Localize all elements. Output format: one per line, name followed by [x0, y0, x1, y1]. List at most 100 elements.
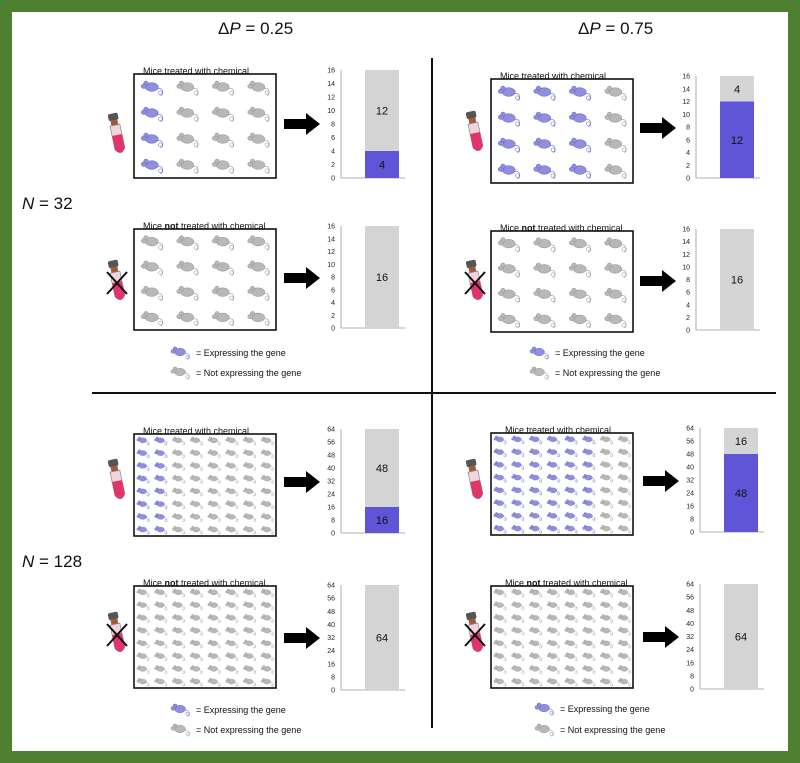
mouse-head [493, 437, 497, 441]
y-tick-label: 56 [686, 439, 694, 446]
mouse-head [260, 451, 265, 455]
mouse-icon [247, 106, 270, 122]
mouse-tail-loop [621, 322, 627, 328]
mouse-tail [270, 453, 274, 459]
mouse-head [604, 114, 611, 120]
mouse-tail-loop [264, 320, 270, 326]
mouse-tail [217, 643, 221, 649]
mouse-head [207, 527, 211, 531]
mouse-tail-loop [521, 645, 524, 648]
y-tick-label: 16 [686, 660, 694, 667]
mouse-head [136, 476, 140, 480]
panel-label-treated: Mice treated with chemical [500, 71, 607, 81]
mouse-head [569, 88, 575, 94]
mouse-tail [627, 439, 631, 445]
mouse-head [154, 515, 158, 518]
mouse-icon [260, 436, 274, 446]
mouse-head [172, 502, 176, 506]
mouse-head [154, 502, 158, 506]
mouse-head [529, 616, 533, 619]
mouse-icon [225, 436, 239, 446]
mouse-tail-loop [574, 645, 578, 648]
mouse-tail-loop [193, 295, 199, 301]
mouse-tail [192, 140, 199, 148]
mouse-icon [604, 313, 627, 329]
mouse-tail [591, 452, 596, 458]
mouse-head [243, 489, 247, 493]
mouse-tail-loop [539, 607, 542, 610]
mouse-head [511, 463, 515, 466]
mouse-icon [154, 475, 168, 484]
y-tick-label: 6 [331, 135, 335, 142]
mouse-icon [172, 588, 185, 598]
mouse-tail-loop [270, 493, 274, 496]
mouse-tail-loop [229, 320, 234, 326]
dropper-icon [465, 110, 484, 151]
mouse-tail-loop [503, 454, 507, 457]
mouse-tail-loop [610, 658, 613, 661]
mouse-icon [600, 435, 613, 445]
mouse-head [225, 679, 229, 683]
panel-label-not-treated: Mice not treated with chemical [143, 578, 266, 588]
mouse-tail-loop [229, 270, 234, 275]
mouse-tail-loop [610, 441, 613, 444]
mouse-icon [529, 512, 542, 522]
mouse-head [176, 135, 183, 141]
mouse-icon [546, 486, 560, 496]
mouse-head [582, 501, 586, 505]
mouse-tail-loop [550, 147, 556, 152]
mouse-head [617, 679, 622, 683]
mouse-icon [511, 678, 525, 687]
mouse-icon [243, 487, 256, 497]
mouse-head [176, 263, 183, 269]
y-tick-label: 0 [686, 328, 690, 335]
mouse-icon [225, 601, 239, 611]
mouse-icon [207, 462, 221, 472]
mouse-tail [181, 453, 185, 459]
mouse-tail [199, 631, 203, 636]
mouse-tail [543, 372, 549, 380]
dropper-liquid [112, 479, 125, 499]
mouse-tail [627, 452, 631, 458]
bar-segment-expressing [365, 507, 399, 533]
mouse-icon [604, 85, 627, 101]
mouse-head [511, 488, 515, 492]
mouse-tail-loop [270, 619, 274, 623]
mouse-head [136, 515, 140, 518]
mouse-icon [533, 137, 556, 153]
mouse-tail-loop [264, 245, 270, 250]
mouse-icon [189, 652, 203, 662]
mouse-head [569, 140, 575, 146]
mouse-tail-loop [146, 442, 150, 445]
mouse-head [582, 488, 586, 492]
mouse-tail [549, 93, 556, 101]
mouse-tail-loop [146, 670, 150, 674]
mouse-tail [263, 318, 270, 327]
mouse-head [207, 515, 211, 518]
mouse-tail-loop [556, 670, 560, 674]
mouse-icon [243, 639, 256, 649]
mouse-tail [620, 269, 627, 278]
mouse-head [260, 679, 265, 683]
mouse-icon [260, 652, 274, 662]
mouse-icon [141, 158, 163, 174]
y-tick-label: 56 [327, 596, 335, 603]
mouse-head [141, 263, 147, 269]
mouse-tail [263, 242, 270, 251]
mouse-head [136, 616, 140, 619]
bar-data-label: 16 [376, 515, 388, 527]
mouse-head [207, 628, 211, 632]
mouse-tail-loop [539, 670, 542, 674]
mouse-head [141, 135, 147, 141]
mouse-head [136, 641, 140, 645]
mouse-icon [141, 235, 163, 251]
mouse-tail [585, 269, 591, 278]
mouse-tail-loop [627, 517, 631, 521]
dropper-icon [465, 259, 484, 300]
mouse-tail [252, 517, 256, 523]
mouse-head [511, 603, 515, 607]
mouse-tail [574, 656, 578, 662]
mouse-head [141, 161, 147, 167]
mouse-tail [146, 491, 150, 497]
mouse-tail [270, 618, 274, 624]
